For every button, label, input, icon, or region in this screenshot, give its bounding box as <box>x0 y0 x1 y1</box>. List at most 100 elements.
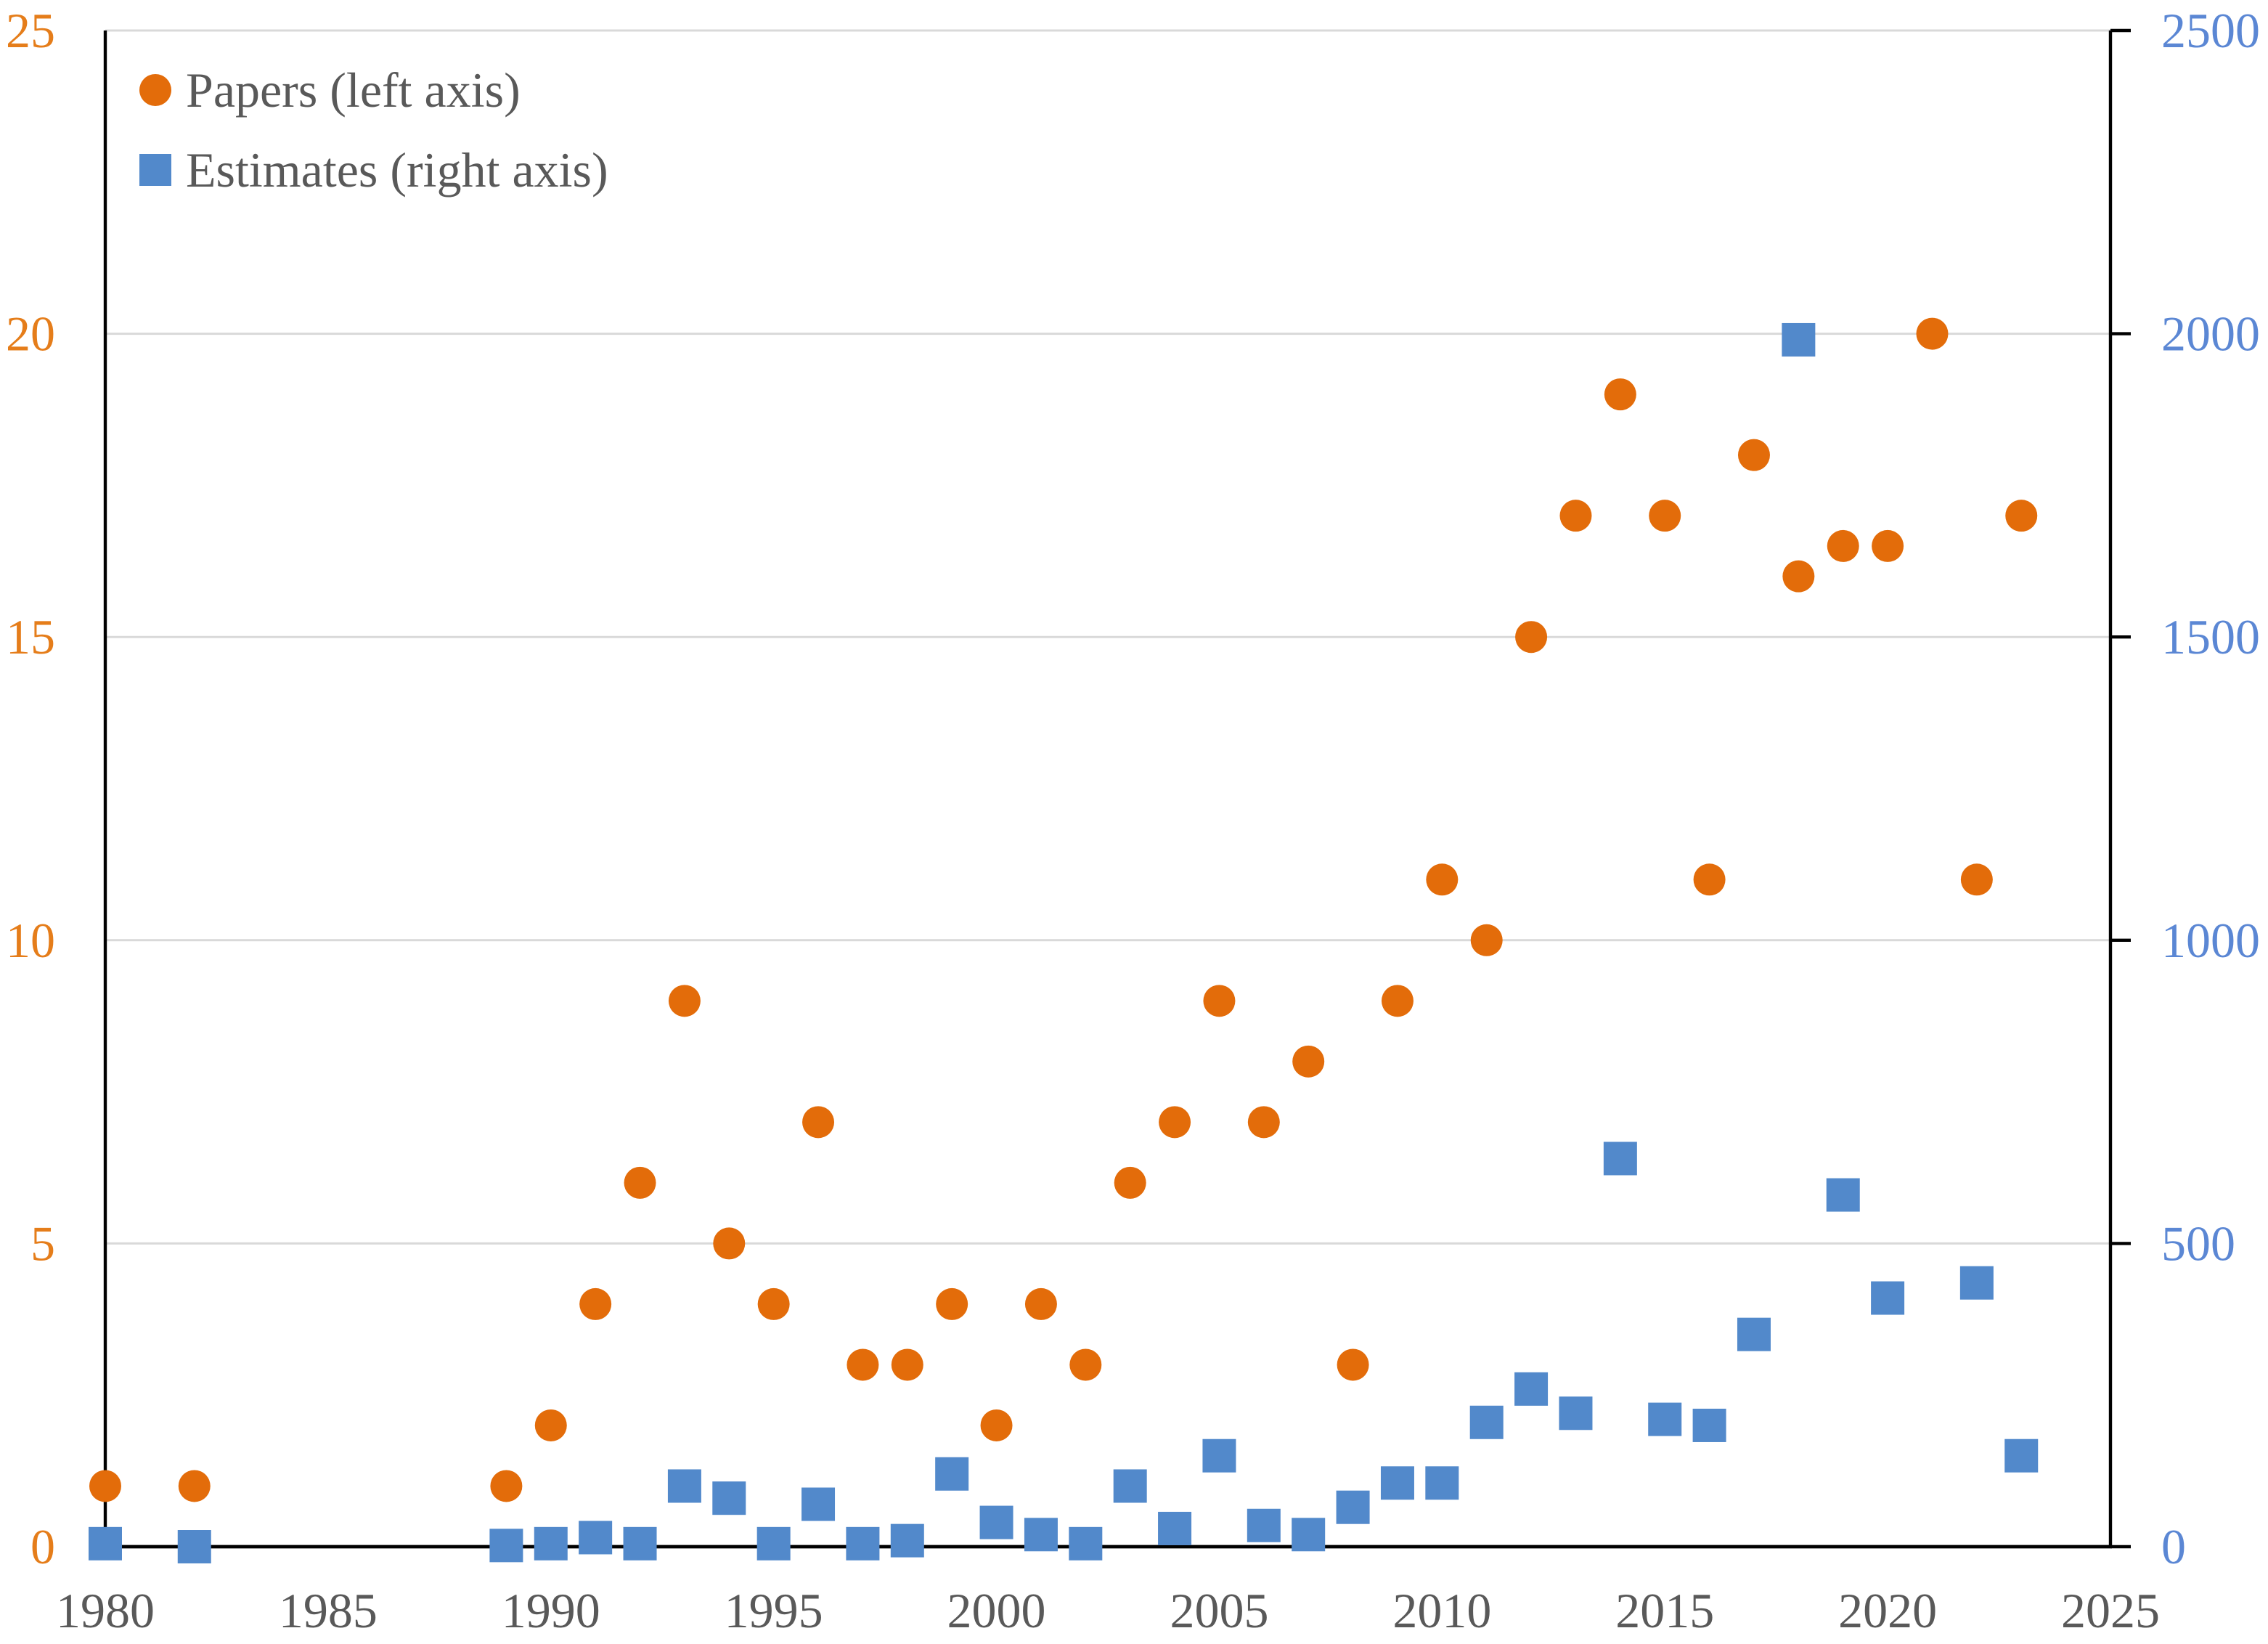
papers-point <box>802 1106 835 1139</box>
papers-point <box>980 1409 1013 1441</box>
papers-point <box>534 1409 567 1441</box>
x-axis-tick-label: 1980 <box>56 1583 155 1638</box>
estimates-point <box>89 1526 122 1560</box>
papers-point <box>1827 529 1859 562</box>
estimates-point <box>1871 1281 1905 1315</box>
papers-point <box>1604 378 1636 411</box>
estimates-point <box>579 1521 613 1555</box>
legend: Papers (left axis) Estimates (right axis… <box>139 62 608 198</box>
estimates-point <box>890 1523 924 1558</box>
papers-point <box>1559 500 1592 532</box>
papers-point <box>624 1166 656 1199</box>
papers-point <box>891 1348 923 1381</box>
papers-point <box>668 985 701 1017</box>
papers-point <box>1292 1045 1325 1078</box>
estimates-point <box>489 1529 523 1563</box>
papers-legend-marker-icon <box>139 74 171 106</box>
papers-point <box>1426 863 1459 896</box>
estimates-point <box>1737 1317 1771 1351</box>
estimates-point <box>1113 1469 1147 1503</box>
estimates-point <box>846 1526 880 1560</box>
estimates-point <box>177 1530 211 1563</box>
estimates-point <box>1336 1490 1370 1524</box>
estimates-point <box>1202 1438 1236 1473</box>
papers-point <box>1337 1348 1369 1381</box>
axes-layer <box>103 28 2131 1549</box>
estimates-point <box>1514 1372 1549 1406</box>
data-points-layer <box>89 317 2039 1563</box>
papers-point <box>847 1348 879 1381</box>
papers-point <box>1649 500 1681 532</box>
estimates-point <box>1158 1511 1192 1545</box>
x-axis-tick-label: 1995 <box>725 1583 823 1638</box>
estimates-point <box>935 1457 969 1491</box>
estimates-point <box>667 1469 701 1503</box>
estimates-point <box>1826 1178 1860 1212</box>
x-axis-tick-label: 2005 <box>1170 1583 1268 1638</box>
papers-point <box>757 1287 790 1320</box>
legend-label-papers: Papers (left axis) <box>186 62 521 118</box>
papers-point <box>178 1470 211 1502</box>
estimates-point <box>1782 322 1816 357</box>
papers-point <box>1515 621 1548 654</box>
papers-point <box>1916 317 1949 350</box>
right-axis-tick-label: 1000 <box>2161 913 2260 968</box>
left-axis-tick-label: 10 <box>6 913 55 968</box>
x-axis-tick-label: 2025 <box>2061 1583 2160 1638</box>
estimates-point <box>1425 1466 1459 1500</box>
right-axis-tick-label: 1500 <box>2161 609 2260 664</box>
estimates-point <box>1247 1508 1281 1542</box>
left-axis-tick-label: 20 <box>6 306 55 362</box>
estimates-point <box>1024 1518 1058 1552</box>
papers-point <box>2005 500 2038 532</box>
papers-point <box>713 1227 746 1260</box>
right-axis-tick-label: 2000 <box>2161 306 2260 362</box>
x-axis-tick-label: 2000 <box>947 1583 1046 1638</box>
right-axis-tick-label: 500 <box>2161 1216 2235 1271</box>
right-axis-tick-label: 0 <box>2161 1519 2186 1574</box>
papers-point <box>1782 560 1815 593</box>
papers-point <box>1114 1166 1146 1199</box>
left-axis-tick-label: 25 <box>6 3 55 58</box>
estimates-point <box>1603 1142 1637 1176</box>
left-axis-tick-label: 15 <box>6 609 55 664</box>
papers-point <box>1381 985 1414 1017</box>
papers-point <box>89 1470 121 1502</box>
estimates-point <box>1559 1396 1593 1431</box>
estimates-point <box>1469 1405 1504 1439</box>
gridlines-layer <box>105 29 2110 1245</box>
estimates-point <box>1069 1526 1103 1560</box>
x-axis-tick-label: 2010 <box>1392 1583 1491 1638</box>
estimates-point <box>534 1526 568 1560</box>
papers-point <box>490 1470 523 1502</box>
papers-point <box>579 1287 612 1320</box>
estimates-point <box>1380 1466 1414 1500</box>
papers-point <box>1247 1106 1280 1139</box>
papers-point <box>1069 1348 1102 1381</box>
x-axis-tick-label: 1990 <box>502 1583 600 1638</box>
estimates-legend-marker-icon <box>139 154 171 186</box>
estimates-point <box>979 1505 1013 1539</box>
papers-point <box>1872 529 1904 562</box>
x-axis-tick-label: 1985 <box>279 1583 378 1638</box>
estimates-point <box>801 1487 836 1521</box>
right-axis-tick-label: 2500 <box>2161 3 2260 58</box>
left-axis-tick-label: 0 <box>30 1519 55 1574</box>
papers-point <box>1737 439 1770 471</box>
papers-point <box>1024 1287 1057 1320</box>
estimates-point <box>1292 1518 1326 1552</box>
papers-point <box>1159 1106 1191 1139</box>
papers-point <box>1960 863 1993 896</box>
left-axis-tick-label: 5 <box>30 1216 55 1271</box>
papers-point <box>936 1287 968 1320</box>
papers-point <box>1693 863 1726 896</box>
x-axis-tick-label: 2020 <box>1838 1583 1937 1638</box>
estimates-point <box>1959 1266 1994 1300</box>
papers-point <box>1203 985 1236 1017</box>
estimates-point <box>623 1526 657 1560</box>
estimates-point <box>1692 1408 1726 1442</box>
estimates-point <box>2004 1438 2039 1473</box>
